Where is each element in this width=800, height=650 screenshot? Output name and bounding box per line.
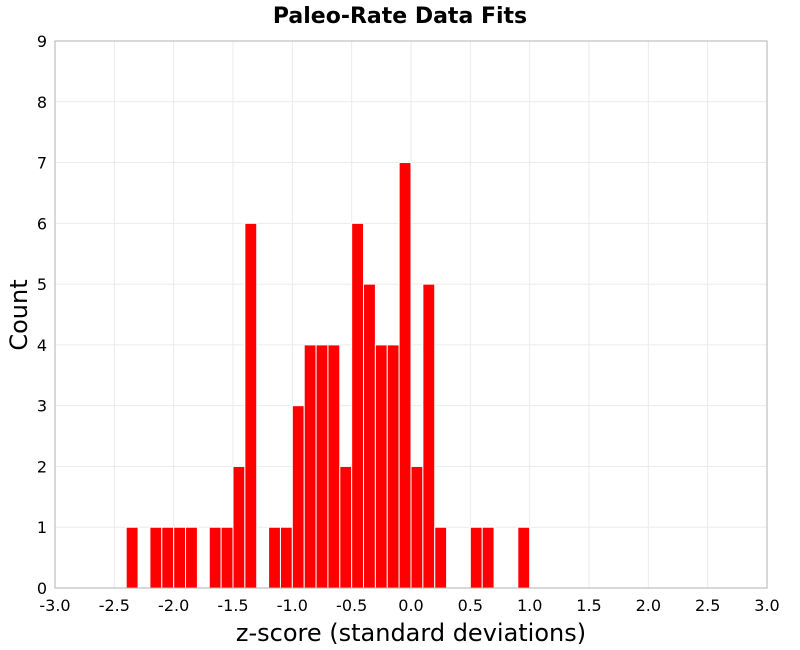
y-tick-label: 2 bbox=[37, 457, 47, 476]
y-tick-label: 1 bbox=[37, 518, 47, 537]
x-tick-label: 2.0 bbox=[636, 596, 661, 615]
y-tick-label: 3 bbox=[37, 397, 47, 416]
histogram-bar bbox=[327, 344, 341, 589]
histogram-bar bbox=[149, 526, 163, 589]
histogram-bar bbox=[208, 526, 222, 589]
histogram-bar bbox=[374, 344, 388, 589]
histogram-bar bbox=[434, 526, 448, 589]
histogram-bar bbox=[517, 526, 531, 589]
histogram-bar bbox=[125, 526, 139, 589]
y-tick-label: 6 bbox=[37, 214, 47, 233]
x-tick-label: 2.5 bbox=[695, 596, 720, 615]
x-axis-label: z-score (standard deviations) bbox=[236, 619, 586, 647]
histogram-bar bbox=[339, 465, 353, 589]
histogram-bar bbox=[161, 526, 175, 589]
plot-area-frame bbox=[54, 40, 768, 589]
y-tick-label: 8 bbox=[37, 93, 47, 112]
y-tick-label: 4 bbox=[37, 336, 47, 355]
histogram-bar bbox=[244, 222, 258, 589]
x-axis-ticks: -3.0 -2.5 -2.0 -1.5 -1.0 -0.5 0.0 0.5 1.0 1.5 2.0 2… bbox=[39, 596, 779, 615]
histogram-bar bbox=[363, 283, 376, 589]
x-tick-label: -2.0 bbox=[158, 596, 189, 615]
x-tick-label: 1.0 bbox=[517, 596, 542, 615]
y-axis-ticks: 0 1 2 3 4 5 6 7 8 9 bbox=[37, 32, 47, 598]
histogram-bar bbox=[469, 526, 483, 589]
histogram-bar bbox=[315, 344, 329, 589]
histogram-bar bbox=[173, 526, 187, 589]
x-tick-label: 0.0 bbox=[398, 596, 423, 615]
histogram-bar bbox=[291, 405, 305, 589]
histogram-bar bbox=[268, 526, 281, 589]
x-tick-label: 0.5 bbox=[458, 596, 483, 615]
histogram-bars bbox=[125, 162, 531, 589]
histogram-bar bbox=[386, 344, 400, 589]
x-tick-label: 3.0 bbox=[754, 596, 779, 615]
y-axis-label: Count bbox=[5, 279, 33, 350]
histogram-bar bbox=[232, 465, 246, 589]
x-tick-label: -3.0 bbox=[39, 596, 70, 615]
histogram-bar bbox=[303, 344, 317, 589]
y-tick-label: 5 bbox=[37, 275, 47, 294]
x-tick-label: 1.5 bbox=[576, 596, 601, 615]
x-tick-label: -2.5 bbox=[99, 596, 130, 615]
y-tick-label: 9 bbox=[37, 32, 47, 51]
histogram-bar bbox=[410, 465, 424, 589]
histogram-bar bbox=[185, 526, 198, 589]
histogram-bar bbox=[279, 526, 293, 589]
x-tick-label: -1.0 bbox=[277, 596, 308, 615]
x-tick-label: -0.5 bbox=[336, 596, 367, 615]
histogram-bar bbox=[351, 222, 365, 589]
y-tick-label: 0 bbox=[37, 579, 47, 598]
x-tick-label: -1.5 bbox=[217, 596, 248, 615]
y-tick-label: 7 bbox=[37, 154, 47, 173]
histogram-bar bbox=[481, 526, 495, 589]
histogram-bar bbox=[422, 283, 436, 589]
chart-title: Paleo-Rate Data Fits bbox=[273, 4, 527, 29]
histogram-bar bbox=[220, 526, 234, 589]
histogram-bar bbox=[398, 162, 412, 589]
